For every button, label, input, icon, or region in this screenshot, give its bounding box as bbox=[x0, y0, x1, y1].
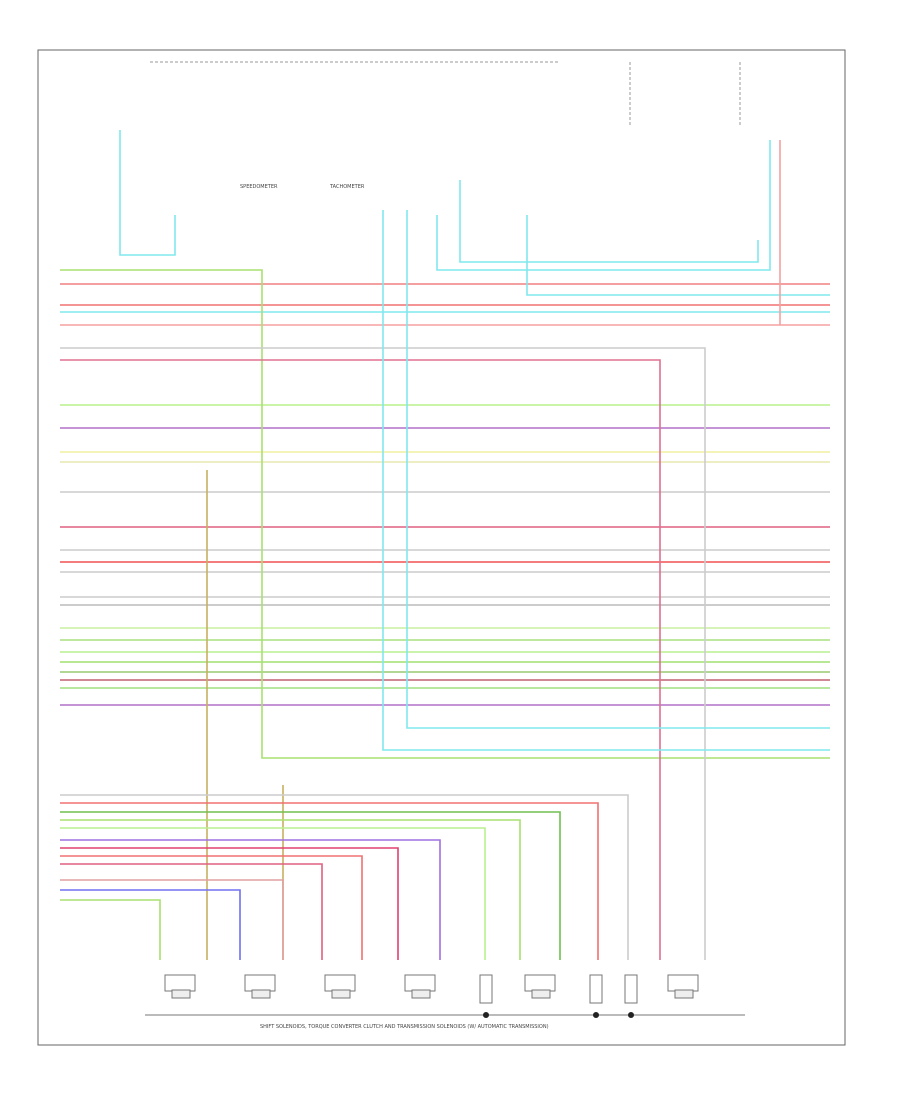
solenoid bbox=[164, 974, 196, 992]
solenoid bbox=[524, 974, 556, 992]
ground-point bbox=[483, 1012, 489, 1018]
solenoid-body bbox=[674, 989, 694, 999]
solenoid bbox=[404, 974, 436, 992]
solenoid bbox=[324, 974, 356, 992]
wire bbox=[60, 839, 441, 960]
solenoid-body bbox=[251, 989, 271, 999]
solenoid bbox=[667, 974, 699, 992]
wire bbox=[119, 130, 176, 256]
ground-point bbox=[593, 1012, 599, 1018]
wire bbox=[406, 210, 830, 729]
wire bbox=[436, 140, 771, 271]
wire bbox=[60, 347, 706, 960]
wire bbox=[60, 827, 486, 960]
wire bbox=[60, 802, 599, 960]
caption: SHIFT SOLENOIDS, TORQUE CONVERTER CLUTCH… bbox=[260, 1024, 549, 1030]
wire bbox=[382, 210, 830, 751]
switch bbox=[624, 974, 638, 1004]
wire bbox=[60, 811, 561, 960]
tachometer-label: TACHOMETER bbox=[329, 184, 365, 190]
solenoid-body bbox=[411, 989, 431, 999]
ground-point bbox=[628, 1012, 634, 1018]
solenoid-body bbox=[171, 989, 191, 999]
wire bbox=[60, 879, 284, 960]
wire bbox=[60, 863, 323, 960]
wire bbox=[60, 359, 661, 960]
speedometer-label: SPEEDOMETER bbox=[240, 184, 278, 190]
wire bbox=[60, 855, 363, 960]
frame bbox=[37, 49, 846, 1046]
wire bbox=[459, 180, 759, 263]
wire bbox=[60, 899, 161, 960]
wire bbox=[526, 215, 830, 296]
wire bbox=[60, 889, 241, 960]
solenoid-body bbox=[531, 989, 551, 999]
wire bbox=[60, 269, 830, 759]
wire bbox=[60, 847, 399, 960]
wire bbox=[60, 819, 521, 960]
solenoid-body bbox=[331, 989, 351, 999]
switch bbox=[589, 974, 603, 1004]
solenoid bbox=[244, 974, 276, 992]
switch bbox=[479, 974, 493, 1004]
wire bbox=[60, 794, 629, 960]
